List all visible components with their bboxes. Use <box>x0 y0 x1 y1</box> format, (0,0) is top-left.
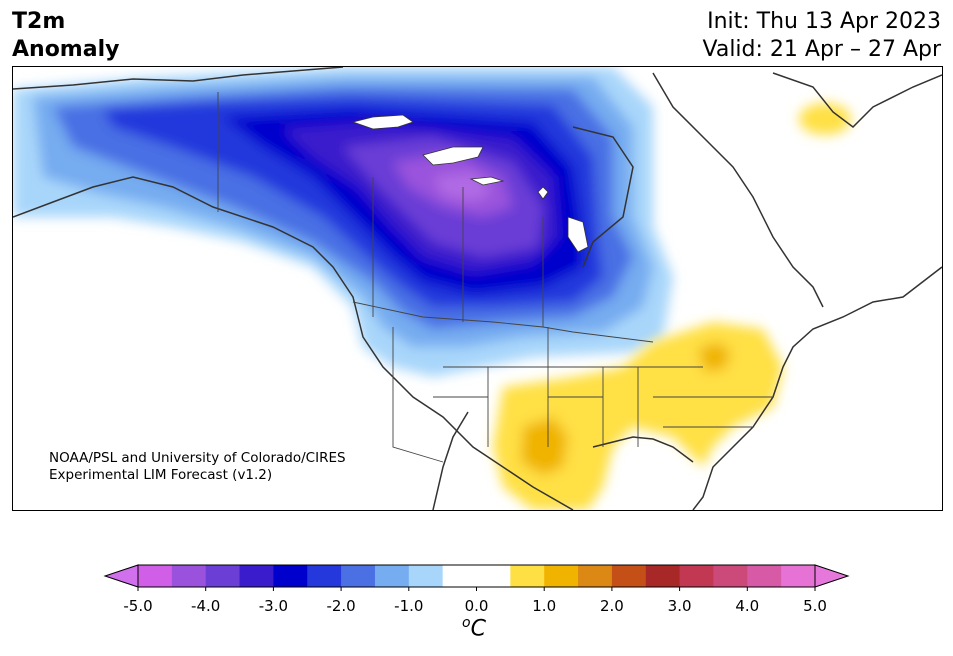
colorbar-cell <box>747 565 782 587</box>
colorbar-cell <box>679 565 714 587</box>
anomaly-map <box>12 66 943 511</box>
political-borders <box>217 92 773 463</box>
colorbar-ticks: -5.0 -4.0 -3.0 -2.0 -1.0 0.0 1.0 2.0 3.0 4.0 5.0 <box>123 587 827 615</box>
credit-line-1: NOAA/PSL and University of Colorado/CIRE… <box>49 450 346 466</box>
colorbar-cells <box>103 564 850 588</box>
colorbar-tick-label: 2.0 <box>600 597 624 615</box>
unit-label: C <box>470 616 486 642</box>
title-line-2: Anomaly <box>12 37 120 62</box>
colorbar-tick-label: 0.0 <box>465 597 489 615</box>
colorbar-tick-label: 4.0 <box>735 597 759 615</box>
colorbar-cell <box>307 565 342 587</box>
colorbar-tick-label: -5.0 <box>123 597 152 615</box>
forecast-dates: Init: Thu 13 Apr 2023 Valid: 21 Apr – 27… <box>703 8 942 64</box>
coastlines <box>13 67 942 510</box>
colorbar-tick-label: -2.0 <box>326 597 355 615</box>
colorbar-cell <box>171 565 207 587</box>
lakes <box>351 114 589 253</box>
colorbar-cell <box>713 565 748 587</box>
colorbar-over-extend <box>814 564 850 588</box>
colorbar-tick-label: 3.0 <box>668 597 692 615</box>
colorbar-cell <box>239 565 274 587</box>
colorbar-cell <box>510 565 545 587</box>
colorbar-cell <box>476 565 511 587</box>
colorbar-tick-label: 1.0 <box>532 597 556 615</box>
colorbar-cell <box>544 565 579 587</box>
colorbar-cell <box>205 565 241 587</box>
colorbar-under-extend <box>103 564 139 588</box>
map-svg <box>13 67 942 510</box>
forecast-credit: NOAA/PSL and University of Colorado/CIRE… <box>49 450 346 484</box>
colorbar-tick-label: -1.0 <box>394 597 423 615</box>
colorbar-cell <box>138 565 173 587</box>
map-title: T2m Anomaly <box>12 8 119 64</box>
colorbar-cell <box>611 565 647 587</box>
colorbar-cell <box>645 565 681 587</box>
colorbar-tick-label: 5.0 <box>803 597 827 615</box>
cold-anomaly-region <box>13 67 673 377</box>
credit-line-2: Experimental LIM Forecast (v1.2) <box>49 467 273 483</box>
valid-range: Valid: 21 Apr – 27 Apr <box>702 37 942 62</box>
init-date: Init: Thu 13 Apr 2023 <box>707 9 941 34</box>
colorbar-tick-label: -4.0 <box>191 597 220 615</box>
colorbar-unit: oC <box>462 615 486 642</box>
colorbar-cell <box>408 565 444 587</box>
colorbar-cell <box>273 565 308 587</box>
colorbar: -5.0 -4.0 -3.0 -2.0 -1.0 0.0 1.0 2.0 3.0 4.0 5.0 <box>103 564 850 615</box>
colorbar-cell <box>341 565 376 587</box>
title-line-1: T2m <box>12 9 66 34</box>
colorbar-cell <box>442 565 477 587</box>
colorbar-cell <box>781 565 816 587</box>
colorbar-cell <box>578 565 613 587</box>
colorbar-tick-label: -3.0 <box>259 597 288 615</box>
colorbar-cell <box>374 565 410 587</box>
